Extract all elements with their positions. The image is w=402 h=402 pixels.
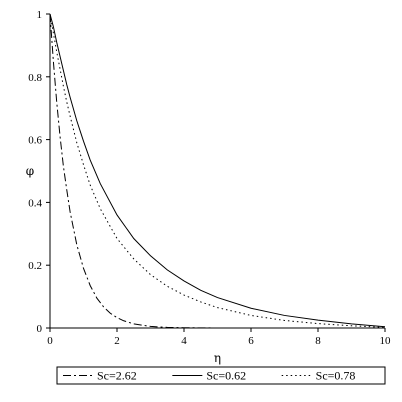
x-axis-label: η [214, 351, 221, 365]
x-tick-label: 8 [315, 335, 321, 347]
axes [49, 14, 385, 329]
y-tick-label: 0.4 [28, 197, 42, 209]
legend-label: Sc=0.78 [316, 369, 356, 383]
legend: Sc=2.62 Sc=0.62 Sc=0.78 [56, 366, 386, 385]
series-layer [49, 13, 386, 329]
legend-box [56, 366, 386, 385]
y-tick-label: 0.6 [28, 135, 42, 147]
series-line-3 [49, 13, 386, 328]
x-tick-label: 10 [380, 335, 392, 347]
y-tick-label: 0.8 [28, 72, 42, 84]
x-tick-label: 6 [248, 335, 254, 347]
y-tick-label: 0.2 [28, 260, 42, 272]
y-axis-label: φ [26, 164, 34, 178]
x-tick-label: 2 [114, 335, 120, 347]
legend-label: Sc=0.62 [206, 369, 246, 383]
x-tick-label: 0 [47, 335, 53, 347]
legend-label: Sc=2.62 [97, 369, 137, 383]
y-tick-label: 0 [37, 323, 43, 335]
series-line-2 [49, 13, 386, 328]
x-tick-label: 4 [181, 335, 187, 347]
y-tick-label: 1 [37, 9, 43, 21]
y-ticks: 0 0.2 0.4 0.6 0.8 1 [28, 9, 50, 335]
x-ticks: 0 2 4 6 8 10 [47, 328, 391, 347]
series-line-1 [49, 13, 385, 329]
